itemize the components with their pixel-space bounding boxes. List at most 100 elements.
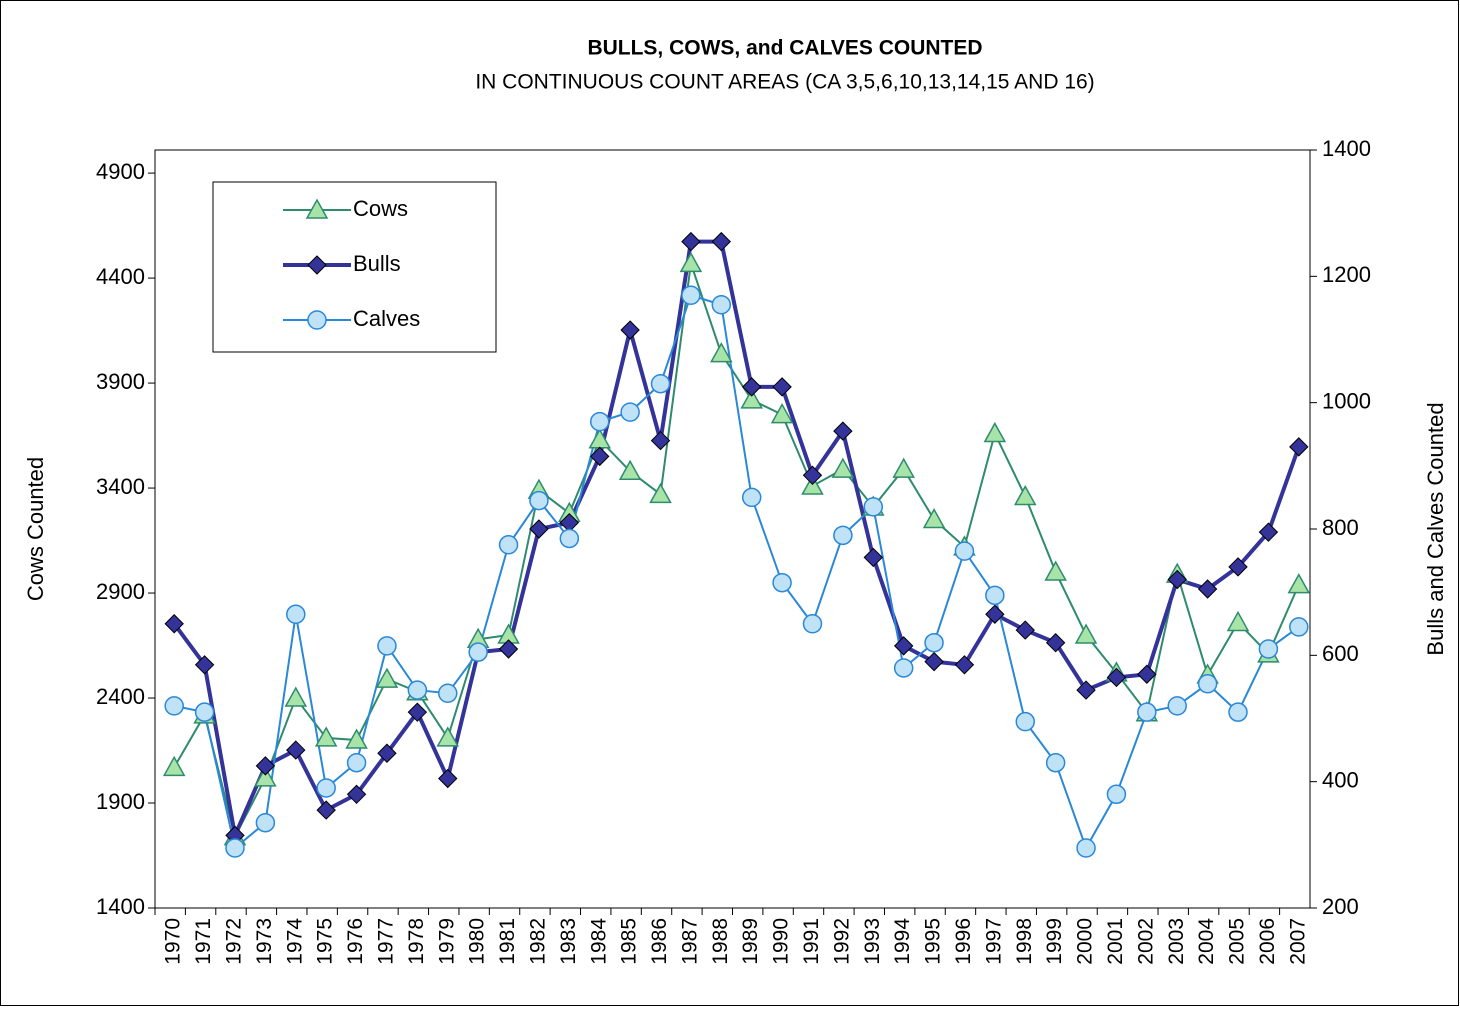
marker: [375, 667, 399, 688]
x-tick-label: 1994: [891, 918, 914, 965]
legend-label: Calves: [353, 306, 420, 331]
marker: [1106, 667, 1127, 688]
marker: [164, 696, 184, 716]
marker: [833, 525, 853, 546]
marker: [407, 702, 428, 722]
marker: [681, 285, 701, 306]
y2-tick-label: 1400: [1322, 136, 1371, 161]
marker: [924, 632, 944, 653]
x-tick-label: 1977: [375, 918, 398, 965]
x-tick-label: 1995: [922, 918, 945, 965]
x-tick-label: 1989: [739, 918, 762, 965]
marker: [1226, 610, 1250, 632]
x-tick-label: 2000: [1074, 918, 1097, 965]
marker: [436, 726, 460, 747]
x-tick-label: 1991: [800, 918, 823, 965]
marker: [225, 838, 245, 858]
marker: [650, 430, 671, 451]
y2-tick-label: 1000: [1322, 388, 1371, 413]
x-tick-label: 1972: [223, 918, 246, 965]
x-tick-label: 1999: [1043, 918, 1066, 965]
marker: [620, 320, 640, 340]
x-tick-label: 1973: [253, 918, 276, 965]
marker: [164, 614, 184, 634]
y-axis-label: Cows Counted: [23, 457, 48, 601]
marker: [985, 604, 1005, 624]
legend-label: Bulls: [353, 251, 401, 276]
x-tick-label: 1983: [557, 918, 580, 965]
marker: [1137, 702, 1157, 722]
marker: [162, 755, 186, 777]
marker: [1076, 680, 1096, 700]
marker: [922, 508, 946, 529]
marker: [438, 683, 458, 703]
x-tick-label: 1981: [496, 918, 519, 965]
x-tick-label: 1992: [830, 918, 853, 965]
marker: [255, 812, 276, 833]
marker: [377, 636, 397, 656]
marker: [1013, 484, 1037, 506]
marker: [468, 642, 488, 662]
marker: [893, 658, 914, 678]
marker: [305, 198, 329, 219]
x-tick-label: 1976: [344, 918, 367, 965]
marker: [1076, 838, 1096, 858]
marker: [286, 740, 306, 760]
x-tick-label: 1984: [587, 918, 610, 965]
x-tick-label: 2003: [1165, 918, 1188, 965]
marker: [772, 572, 792, 593]
marker: [255, 756, 276, 776]
marker: [741, 377, 762, 397]
x-tick-label: 1979: [435, 918, 458, 965]
marker: [679, 251, 703, 273]
marker: [1289, 437, 1309, 457]
marker: [710, 342, 733, 363]
x-tick-label: 1980: [466, 918, 489, 965]
x-tick-label: 2007: [1286, 918, 1309, 965]
y-tick-label: 2900: [96, 579, 145, 604]
marker: [924, 651, 944, 672]
marker: [559, 528, 580, 549]
marker: [1045, 632, 1066, 653]
marker: [954, 655, 975, 675]
marker: [590, 446, 610, 467]
marker: [345, 728, 368, 749]
x-tick-label: 1971: [192, 918, 215, 965]
chart-subtitle: IN CONTINUOUS COUNT AREAS (CA 3,5,6,10,1…: [475, 71, 1094, 94]
marker: [983, 421, 1007, 443]
x-tick-label: 2004: [1195, 918, 1218, 965]
x-tick-label: 1997: [982, 918, 1005, 965]
legend-label: Cows: [353, 196, 408, 221]
marker: [407, 680, 428, 700]
marker: [438, 768, 458, 789]
y-tick-label: 1900: [96, 789, 145, 814]
x-tick-label: 2005: [1226, 918, 1249, 965]
marker: [1106, 784, 1127, 805]
y2-tick-label: 600: [1322, 641, 1359, 666]
marker: [1015, 711, 1035, 732]
marker: [1287, 573, 1311, 594]
marker: [254, 766, 277, 787]
marker: [1197, 674, 1218, 694]
marker: [1015, 620, 1035, 640]
marker: [620, 402, 640, 422]
marker: [649, 482, 672, 504]
marker: [681, 231, 701, 252]
x-tick-label: 2006: [1256, 918, 1279, 965]
marker: [529, 519, 549, 539]
series-line: [173, 263, 1300, 840]
marker: [1045, 752, 1066, 773]
marker: [346, 784, 367, 805]
x-tick-label: 1975: [314, 918, 337, 965]
x-tick-label: 1988: [709, 918, 732, 965]
marker: [529, 490, 549, 511]
marker: [589, 411, 610, 432]
marker: [863, 547, 883, 568]
x-tick-label: 2002: [1134, 918, 1157, 965]
marker: [1167, 696, 1187, 716]
y2-tick-label: 400: [1322, 767, 1359, 792]
marker: [194, 702, 215, 722]
marker: [802, 614, 823, 634]
x-tick-label: 1987: [678, 918, 701, 965]
y2-tick-label: 1200: [1322, 262, 1371, 287]
